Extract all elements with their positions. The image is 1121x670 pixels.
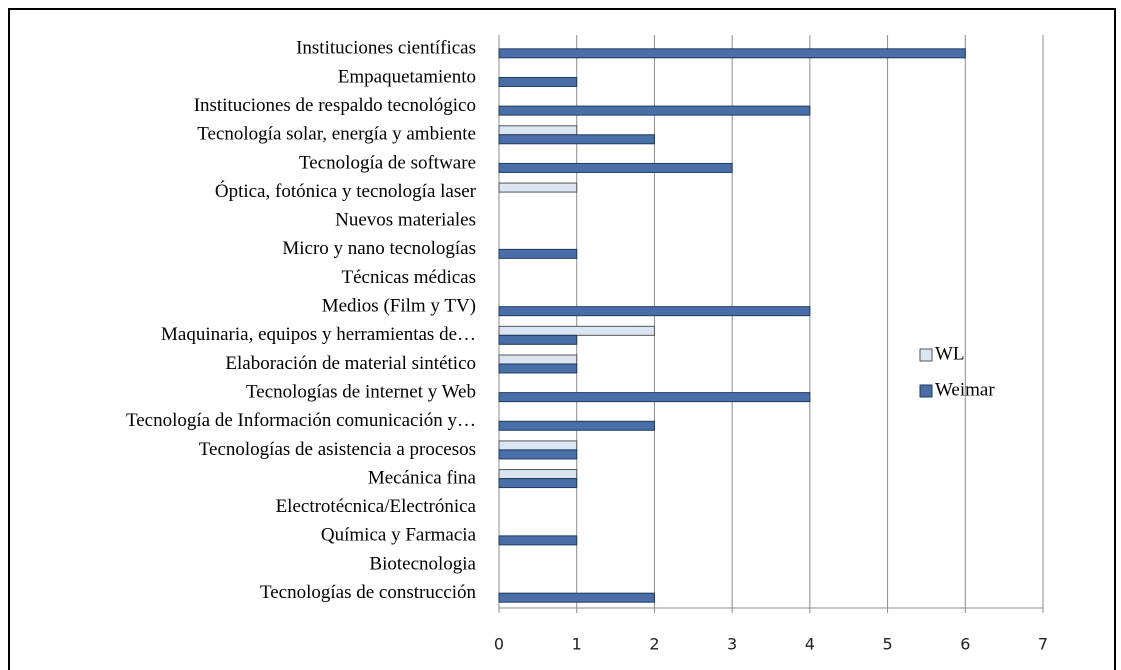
y-tick-label: Micro y nano tecnologías bbox=[282, 238, 476, 259]
y-tick-label: Empaquetamiento bbox=[338, 66, 476, 87]
y-tick-label: Química y Farmacia bbox=[321, 525, 477, 546]
y-tick-label: Nuevos materiales bbox=[335, 210, 476, 231]
bar bbox=[498, 48, 966, 59]
legend-label: WL bbox=[935, 343, 965, 364]
x-tick-label: 7 bbox=[1038, 635, 1048, 654]
x-tick-label: 6 bbox=[960, 635, 970, 654]
x-tick-label: 2 bbox=[649, 635, 659, 654]
bar bbox=[498, 76, 578, 87]
bar bbox=[498, 248, 578, 259]
bar bbox=[498, 306, 811, 317]
y-tick-label: Tecnología de Información comunicación y… bbox=[126, 410, 476, 431]
bar bbox=[498, 182, 578, 193]
bar bbox=[498, 325, 655, 336]
bar bbox=[498, 392, 811, 403]
bar bbox=[498, 535, 578, 546]
bar bbox=[498, 478, 578, 489]
x-tick-label: 0 bbox=[494, 635, 504, 654]
bar bbox=[498, 354, 578, 365]
y-tick-label: Maquinaria, equipos y herramientas de… bbox=[161, 324, 476, 345]
legend-swatch bbox=[919, 384, 933, 398]
x-tick-label: 1 bbox=[572, 635, 582, 654]
y-tick-label: Biotecnologia bbox=[369, 553, 476, 574]
bar bbox=[498, 592, 655, 603]
y-tick-label: Tecnologías de construcción bbox=[260, 582, 477, 603]
legend-label: Weimar bbox=[935, 379, 995, 400]
y-tick-label: Instituciones científicas bbox=[296, 38, 476, 59]
y-tick-label: Elaboración de material sintético bbox=[225, 353, 476, 374]
x-tick-label: 5 bbox=[882, 635, 892, 654]
bar bbox=[498, 469, 578, 480]
bar bbox=[498, 420, 655, 431]
bar bbox=[498, 440, 578, 451]
y-tick-label: Mecánica fina bbox=[368, 467, 477, 488]
bar bbox=[498, 162, 733, 173]
bar bbox=[498, 334, 578, 345]
bar bbox=[498, 449, 578, 460]
bar bbox=[498, 134, 655, 145]
y-tick-label: Tecnologías de asistencia a procesos bbox=[199, 439, 476, 460]
bar bbox=[498, 105, 811, 116]
y-tick-label: Óptica, fotónica y tecnología laser bbox=[215, 180, 477, 202]
y-tick-label: Tecnología solar, energía y ambiente bbox=[197, 124, 476, 145]
y-tick-label: Medios (Film y TV) bbox=[322, 296, 476, 317]
y-tick-label: Tecnologías de internet y Web bbox=[246, 381, 476, 402]
y-tick-label: Electrotécnica/Electrónica bbox=[276, 496, 477, 517]
legend-swatch bbox=[919, 348, 933, 362]
bar bbox=[498, 363, 578, 374]
x-tick-label: 3 bbox=[727, 635, 737, 654]
x-tick-label: 4 bbox=[805, 635, 815, 654]
y-tick-label: Tecnología de software bbox=[299, 152, 476, 173]
y-tick-label: Técnicas médicas bbox=[341, 267, 476, 288]
bar bbox=[498, 125, 578, 136]
y-tick-label: Instituciones de respaldo tecnológico bbox=[194, 95, 476, 116]
